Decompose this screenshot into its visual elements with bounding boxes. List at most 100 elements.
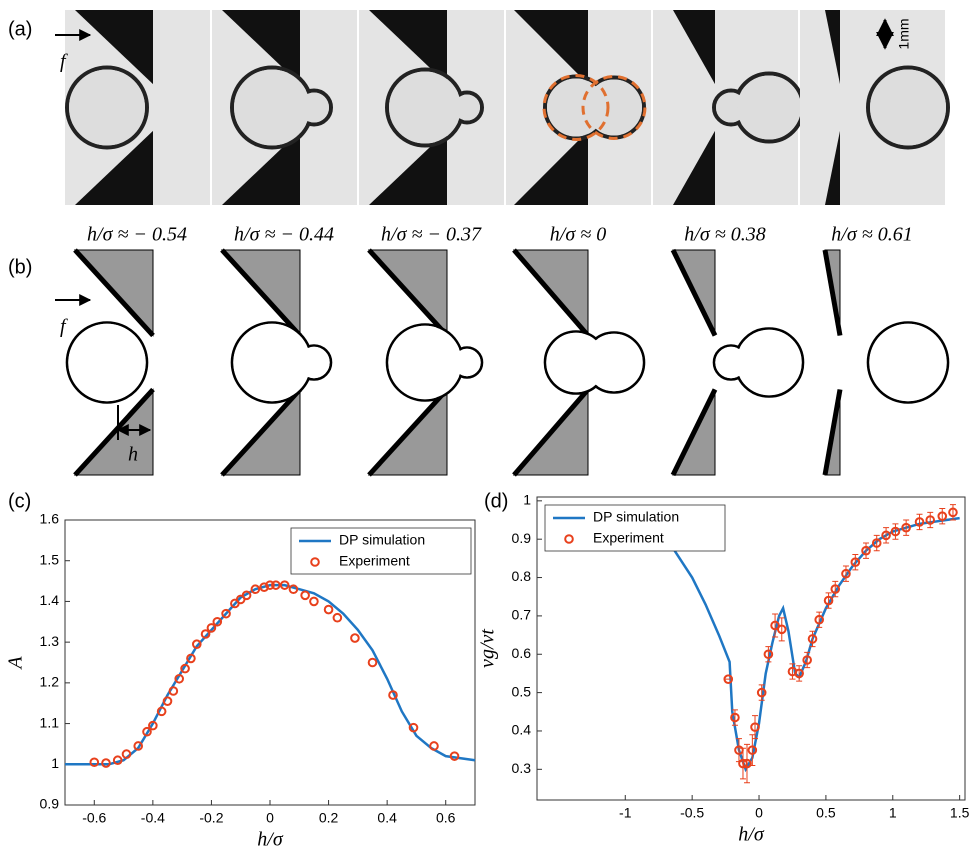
data-point xyxy=(937,511,948,521)
panel-label: (d) xyxy=(484,490,508,512)
data-point xyxy=(742,758,752,769)
data-point xyxy=(925,515,936,525)
data-point xyxy=(121,749,132,759)
data-point xyxy=(259,582,269,592)
data-point xyxy=(101,758,111,768)
wedge xyxy=(75,10,153,85)
droplet xyxy=(453,348,481,377)
wedge xyxy=(222,130,300,205)
y-tick-label: 0.9 xyxy=(512,530,532,546)
data-point xyxy=(814,614,825,625)
data-point xyxy=(871,538,882,548)
y-tick-label: 1.6 xyxy=(40,511,60,527)
data-point xyxy=(162,696,173,706)
sim-line xyxy=(65,583,476,766)
data-point xyxy=(802,655,812,665)
data-point xyxy=(350,633,360,643)
wedge-edge xyxy=(670,388,718,477)
data-point xyxy=(388,690,398,700)
data-point xyxy=(841,568,851,579)
data-point xyxy=(429,741,439,751)
wedge-edge xyxy=(670,248,718,337)
droplet xyxy=(234,69,310,146)
data-point xyxy=(830,584,841,594)
data-point xyxy=(367,657,378,668)
droplet xyxy=(869,323,947,402)
error-bar xyxy=(731,709,738,726)
data-point xyxy=(770,620,780,631)
x-axis-label: h/σ xyxy=(257,829,284,851)
data-point xyxy=(271,580,281,590)
frame-label: h/σ ≈ − 0.44 xyxy=(234,224,334,246)
droplet-rim xyxy=(866,321,950,404)
data-point xyxy=(180,663,190,674)
wedge-edge xyxy=(73,387,155,477)
force-label: f xyxy=(60,316,68,338)
data-point xyxy=(279,580,290,590)
y-tick-label: 0.8 xyxy=(512,568,532,584)
wedge-edge xyxy=(73,248,155,338)
data-point xyxy=(200,629,211,639)
data-point xyxy=(823,595,834,606)
y-tick-label: 0.9 xyxy=(40,796,60,812)
droplet xyxy=(299,92,329,123)
data-point xyxy=(807,634,818,644)
data-point xyxy=(174,673,185,684)
droplet xyxy=(68,323,146,402)
x-tick-label: 0.4 xyxy=(377,810,397,826)
force-label: f xyxy=(60,51,68,73)
wedge xyxy=(825,10,840,85)
wedge-edge xyxy=(512,248,590,338)
x-tick-label: 1.5 xyxy=(950,805,970,821)
frame-label: h/σ ≈ − 0.54 xyxy=(87,224,187,246)
simulated-outline xyxy=(542,74,610,141)
droplet-rim xyxy=(65,321,149,404)
droplet xyxy=(585,333,643,392)
droplet xyxy=(69,69,145,146)
data-point xyxy=(133,741,144,751)
error-bar xyxy=(852,554,859,571)
data-point xyxy=(730,712,740,723)
y-tick-label: 0.5 xyxy=(512,683,532,699)
x-tick-label: 0.5 xyxy=(816,805,836,821)
gap-label: h xyxy=(128,444,138,466)
droplet xyxy=(454,94,480,121)
data-point xyxy=(112,755,123,766)
droplet xyxy=(389,71,461,144)
data-point xyxy=(861,545,871,556)
data-point xyxy=(723,674,734,684)
legend-swatch xyxy=(310,557,320,567)
data-point xyxy=(332,612,343,623)
error-bar xyxy=(939,508,946,525)
legend-swatch xyxy=(564,534,574,544)
x-tick-label: -0.2 xyxy=(199,810,223,826)
error-bar xyxy=(883,527,890,544)
panel-label: (c) xyxy=(8,490,31,512)
data-point xyxy=(186,653,196,664)
data-point xyxy=(794,668,804,679)
scale-label: 1mm xyxy=(896,18,912,49)
droplet xyxy=(586,79,642,136)
wedge xyxy=(673,130,715,205)
wedge-edge xyxy=(220,248,302,338)
frame-label: h/σ ≈ 0.38 xyxy=(684,224,765,246)
data-point xyxy=(449,751,460,761)
data-point xyxy=(756,687,767,698)
wedge xyxy=(514,10,588,85)
droplet xyxy=(737,75,801,140)
data-point xyxy=(323,604,334,615)
data-point xyxy=(89,757,100,768)
legend-label: Experiment xyxy=(339,553,410,569)
data-point xyxy=(212,616,223,627)
data-point xyxy=(901,522,911,533)
droplet xyxy=(298,346,330,379)
x-tick-label: 0 xyxy=(266,810,274,826)
error-bar xyxy=(765,646,772,663)
droplet-rim xyxy=(65,65,149,150)
wedge xyxy=(369,10,447,85)
y-axis-label: vg/vt xyxy=(477,629,499,668)
wedge-edge xyxy=(367,387,449,477)
error-bar xyxy=(796,665,803,682)
wedge xyxy=(514,130,588,205)
error-bar xyxy=(804,651,811,669)
